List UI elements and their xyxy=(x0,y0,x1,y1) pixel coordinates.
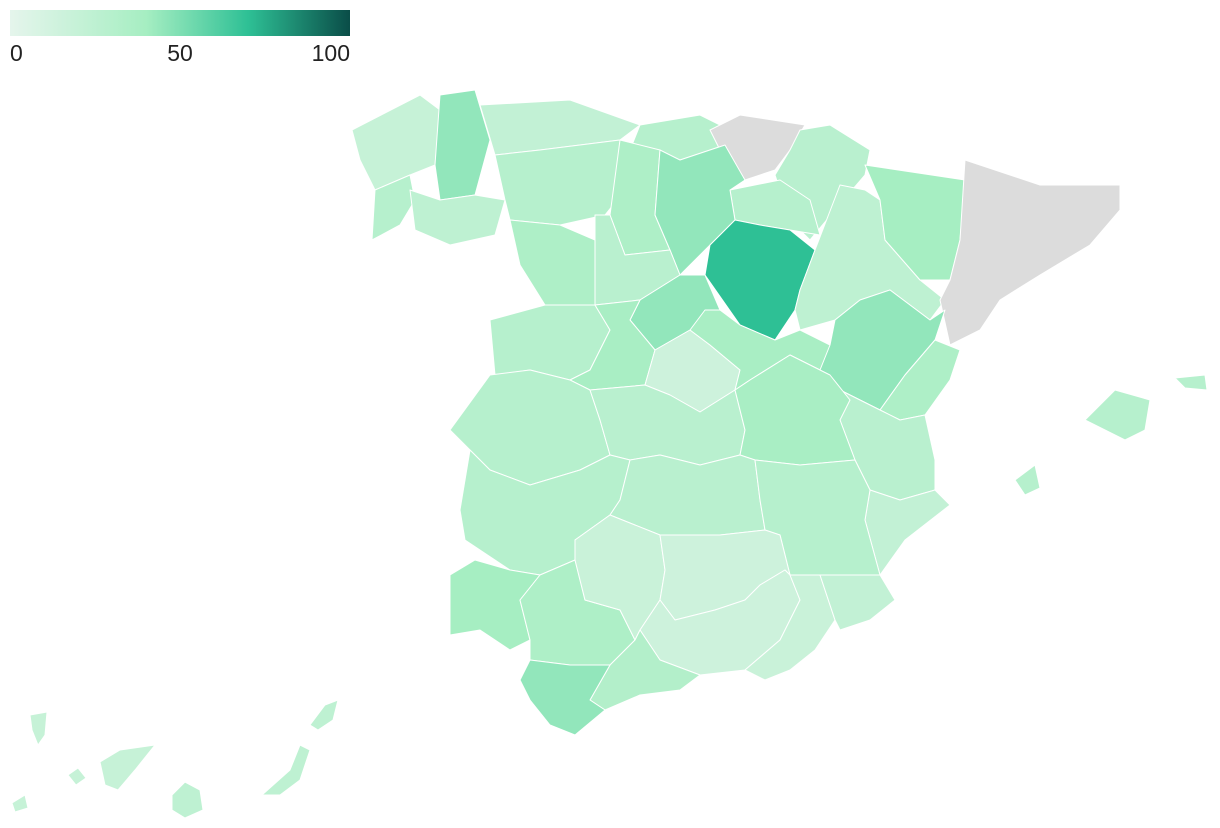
region xyxy=(864,489,951,576)
region xyxy=(409,189,506,246)
region xyxy=(171,699,339,819)
region xyxy=(609,454,766,536)
region xyxy=(1014,374,1208,496)
region xyxy=(11,711,156,813)
color-bar xyxy=(10,10,350,36)
tick-label: 50 xyxy=(167,40,193,66)
region xyxy=(351,94,441,191)
region xyxy=(509,219,596,306)
region xyxy=(819,574,896,631)
tick-label: 0 xyxy=(10,40,23,66)
region xyxy=(734,354,856,466)
region xyxy=(494,139,626,226)
region xyxy=(939,159,1121,346)
tick-label: 100 xyxy=(312,40,350,66)
region xyxy=(371,174,416,241)
regions xyxy=(11,89,1208,819)
region xyxy=(519,659,611,736)
legend: 0 50 100 xyxy=(10,40,350,66)
